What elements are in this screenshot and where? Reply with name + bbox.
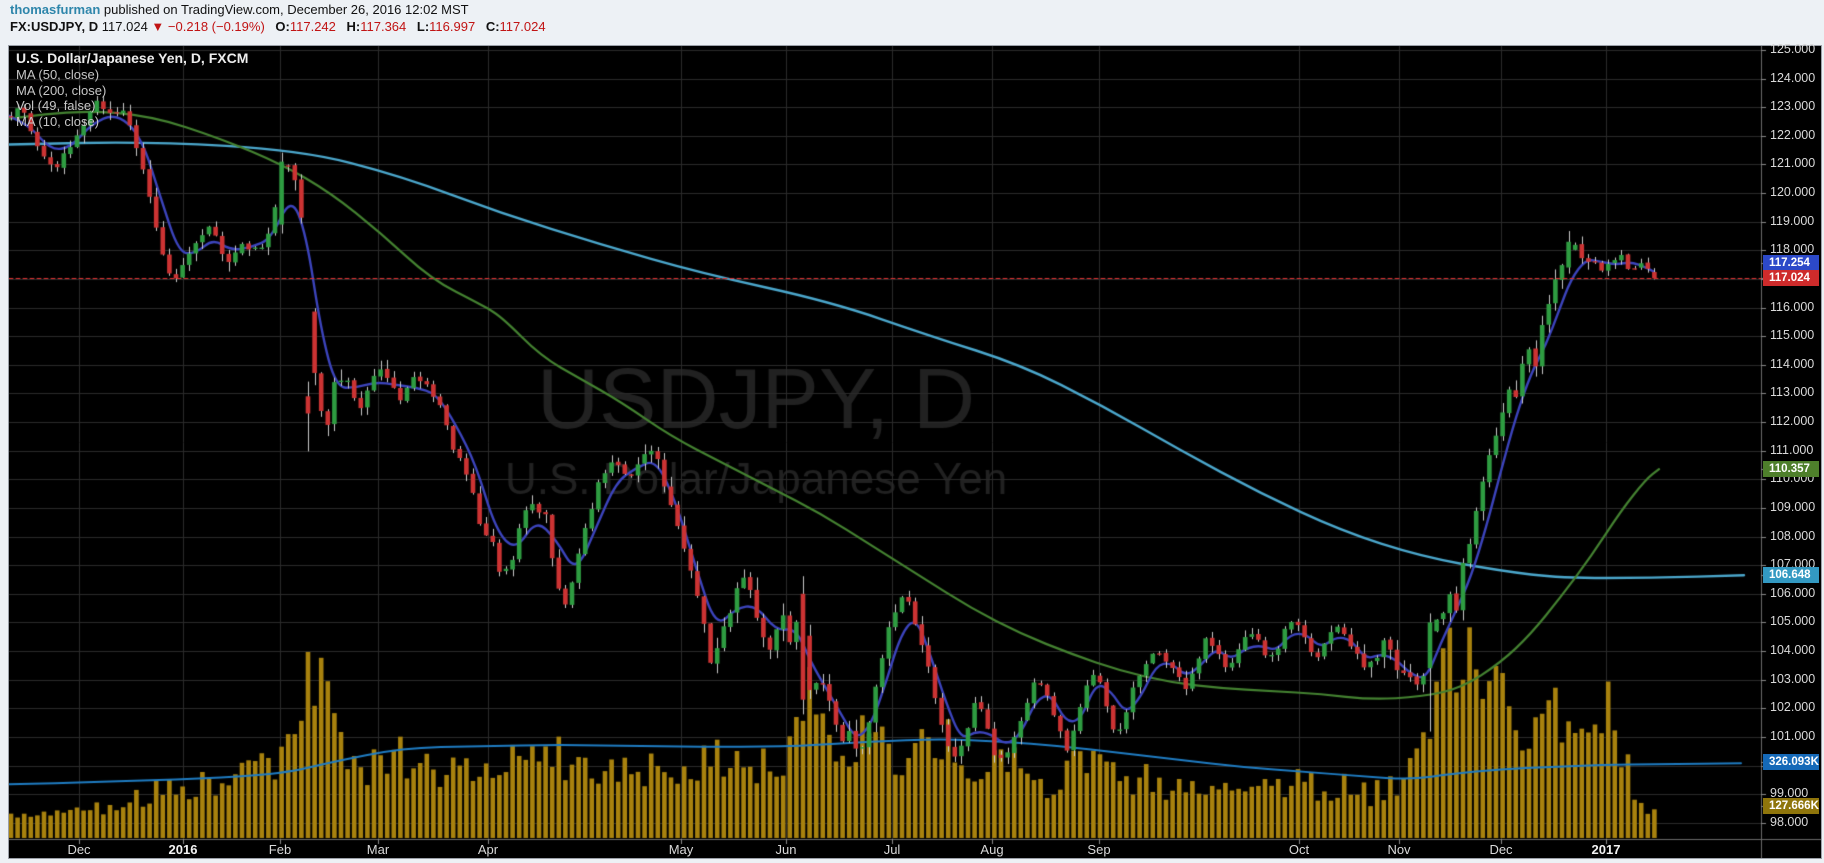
price-tick-label: 119.000	[1770, 213, 1815, 228]
time-tick-label: Jun	[775, 842, 797, 857]
publish-header: thomasfurman published on TradingView.co…	[10, 2, 546, 35]
price-tick-label: 105.000	[1770, 614, 1816, 629]
price-tick-label: 98.000	[1770, 814, 1809, 829]
last-price-tag: 117.024	[1763, 270, 1819, 286]
price-tick-label: 120.000	[1770, 185, 1816, 200]
time-tick-label: Apr	[477, 842, 499, 857]
time-tick-label: Jul	[883, 842, 901, 857]
price-tick-label: 118.000	[1770, 242, 1815, 257]
volma-tag: 326.093K	[1763, 754, 1819, 770]
price-tick-label: 121.000	[1770, 156, 1816, 171]
time-axis[interactable]: Dec 2016 Feb Mar Apr May Jun Jul Aug Sep Oct Nov Dec…	[9, 840, 1761, 858]
quote-line: FX:USDJPY, D 117.024 ▼ −0.218 (−0.19%) O…	[10, 19, 546, 35]
symbol-label: FX:USDJPY, D	[10, 19, 99, 34]
high-value: 117.364	[360, 19, 407, 34]
close-value: 117.024	[499, 19, 546, 34]
price-tick-label: 122.000	[1770, 127, 1816, 142]
price-tick-label: 124.000	[1770, 70, 1816, 85]
time-tick-label: Dec	[1489, 842, 1513, 857]
ma200-tag: 106.648	[1763, 567, 1819, 583]
price-change: −0.218 (−0.19%)	[167, 19, 265, 34]
price-tick-label: 103.000	[1770, 671, 1816, 686]
open-label: O:	[275, 19, 290, 34]
open-value: 117.242	[289, 19, 336, 34]
price-tick-label: 123.000	[1770, 99, 1816, 114]
price-tick-label: 115.000	[1770, 328, 1815, 343]
price-tick-label: 102.000	[1770, 700, 1816, 715]
high-label: H:	[346, 19, 361, 34]
down-arrow-icon: ▼	[151, 19, 165, 34]
time-tick-label: Aug	[980, 842, 1004, 857]
close-label: C:	[485, 19, 500, 34]
price-tick-label: 109.000	[1770, 499, 1816, 514]
price-tick-label: 106.000	[1770, 585, 1816, 600]
price-tick-label: 101.000	[1770, 728, 1816, 743]
time-tick-label: Mar	[366, 842, 390, 857]
time-tick-label: 2017	[1591, 842, 1621, 857]
time-tick-label: Oct	[1288, 842, 1310, 857]
low-label: L:	[416, 19, 430, 34]
price-tick-label: 104.000	[1770, 643, 1816, 658]
price-tick-label: 99.000	[1770, 786, 1809, 801]
price-tick-label: 108.000	[1770, 528, 1816, 543]
low-value: 116.997	[429, 19, 476, 34]
byline: thomasfurman published on TradingView.co…	[10, 2, 546, 18]
chart-panel: U.S. Dollar/Japanese Yen, D, FXCM MA (50…	[8, 42, 1822, 859]
time-tick-label: Nov	[1387, 842, 1411, 857]
ma10-tag: 117.254	[1763, 255, 1819, 271]
time-tick-label: Dec	[67, 842, 91, 857]
price-tick-label: 113.000	[1770, 385, 1815, 400]
time-tick-label: May	[668, 842, 694, 857]
price-tick-label: 116.000	[1770, 299, 1815, 314]
price-tick-label: 114.000	[1770, 356, 1815, 371]
time-tick-label: Sep	[1087, 842, 1111, 857]
time-tick-label: Feb	[268, 842, 292, 857]
byline-text: published on TradingView.com, December 2…	[100, 2, 469, 17]
price-tick-label: 125.000	[1770, 42, 1816, 56]
price-tick-label: 112.000	[1770, 414, 1815, 429]
price-chart-canvas[interactable]	[9, 46, 1821, 858]
last-price: 117.024	[101, 19, 148, 34]
ma50-tag: 110.357	[1763, 461, 1819, 477]
volume-tag: 127.666K	[1763, 798, 1819, 814]
time-tick-label: 2016	[168, 842, 198, 857]
price-axis[interactable]: 125.000 124.000 123.000 122.000 121.000 120.0…	[1762, 42, 1821, 839]
author-link[interactable]: thomasfurman	[10, 2, 101, 17]
price-tick-label: 111.000	[1770, 442, 1814, 457]
